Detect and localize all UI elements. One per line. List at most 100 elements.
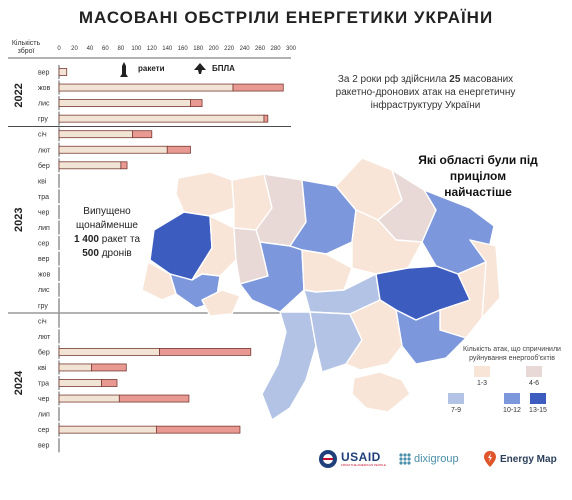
legend-label-13-15: 13-15 <box>529 407 547 414</box>
legend-missiles-label: ракети <box>138 64 165 73</box>
legend-label-4-6: 4-6 <box>528 380 540 387</box>
month-label: бер <box>38 162 50 170</box>
ukraine-map <box>141 157 500 421</box>
x-tick-label: 300 <box>286 46 297 52</box>
month-label: жов <box>38 85 51 92</box>
x-tick-label: 20 <box>71 46 78 52</box>
legend-swatch-13-15 <box>530 393 546 404</box>
x-tick-label: 80 <box>118 46 125 52</box>
legend-label-7-9: 7-9 <box>450 407 462 414</box>
month-label: лют <box>38 147 51 154</box>
bar-missiles <box>58 68 68 76</box>
launched-middle: ракет та <box>99 234 141 245</box>
x-tick-label: 200 <box>209 46 220 52</box>
x-tick-label: 240 <box>240 46 251 52</box>
usaid-logo: USAID FROM THE AMERICAN PEOPLE <box>318 448 386 470</box>
x-tick-label: 220 <box>224 46 235 52</box>
dixi-mark-icon <box>399 453 411 465</box>
x-tick-label: 0 <box>57 46 61 52</box>
region-chernivtsi <box>201 289 241 317</box>
bar-drones <box>190 99 203 107</box>
month-label: вер <box>38 443 50 450</box>
x-tick-label: 280 <box>271 46 282 52</box>
region-crimea <box>351 371 411 413</box>
launched-text: Випущено щонайменше 1 400 ракет та 500 д… <box>56 205 158 261</box>
month-label: гру <box>38 303 48 310</box>
month-label: січ <box>38 131 47 139</box>
map-legend-title: Кількість атак, що спричинили руйнування… <box>463 346 561 362</box>
x-tick-label: 120 <box>147 46 158 52</box>
bar-drones <box>101 379 118 387</box>
axis-title: Кількість зброї <box>11 40 41 55</box>
bar-drones <box>120 161 128 170</box>
summary-suffix: масованих ракетно-дронових атак на енерг… <box>335 74 516 111</box>
month-label: тра <box>38 194 49 201</box>
bar-drones <box>232 83 284 92</box>
month-label: чер <box>38 209 50 216</box>
legend-swatch-4-6 <box>526 366 542 377</box>
usaid-text: USAID <box>341 449 381 464</box>
summary-count: 25 <box>449 74 461 85</box>
month-label: тра <box>38 381 49 388</box>
energy-map-text: Energy Map <box>500 453 557 465</box>
month-label: вер <box>38 256 50 263</box>
month-label: чер <box>38 396 50 403</box>
missile-icon <box>120 62 128 77</box>
bar-missiles <box>58 363 92 372</box>
bar-missiles <box>58 99 191 107</box>
month-label: лис <box>38 287 50 294</box>
map-question: Які області були під прицілом найчастіше <box>418 153 538 199</box>
usaid-seal-icon <box>319 450 337 468</box>
drone-icon <box>194 63 206 74</box>
bar-missiles <box>58 394 120 403</box>
month-label: гру <box>38 116 48 123</box>
dixi-text: dixigroup <box>414 453 459 465</box>
legend-swatch-1-3 <box>474 366 490 377</box>
legend-swatch-10-12 <box>504 393 520 404</box>
bar-missiles <box>58 130 133 139</box>
month-label: вер <box>38 70 50 77</box>
x-tick-label: 100 <box>131 46 142 52</box>
launched-suffix: дронів <box>98 248 132 259</box>
energy-map-logo: Energy Map <box>483 448 557 470</box>
month-label: лис <box>38 101 50 108</box>
x-tick-label: 260 <box>255 46 266 52</box>
launched-missiles: 1 400 <box>73 234 99 245</box>
month-label: сер <box>38 241 49 248</box>
year-label: 2023 <box>13 207 25 231</box>
x-tick-label: 140 <box>162 46 173 52</box>
region-kharkiv <box>421 189 495 275</box>
region-volyn <box>175 171 235 217</box>
year-label: 2022 <box>13 83 25 107</box>
month-label: лип <box>38 412 50 419</box>
x-tick-label: 40 <box>87 46 94 52</box>
month-label: кві <box>38 177 47 185</box>
region-zakarpattia <box>141 261 177 301</box>
x-tick-label: 180 <box>193 46 204 52</box>
bar-drones <box>91 363 127 372</box>
x-tick-label: 160 <box>178 46 189 52</box>
year-label: 2024 <box>13 370 25 395</box>
bar-missiles <box>58 379 102 387</box>
legend-label-10-12: 10-12 <box>503 407 521 414</box>
region-zaporizhzhia <box>395 309 467 365</box>
bar-drones <box>159 347 252 356</box>
bar-missiles <box>58 161 122 170</box>
bar-drones <box>118 394 190 403</box>
legend-drones-label: БПЛА <box>212 64 235 73</box>
region-cherkasy <box>301 249 353 293</box>
bar-drones <box>166 145 191 154</box>
month-label: бер <box>38 348 50 356</box>
month-label: сер <box>38 427 49 434</box>
legend-swatch-7-9 <box>448 393 464 404</box>
region-kherson <box>345 299 403 371</box>
bar-missiles <box>58 83 234 92</box>
dixi-logo: dixigroup <box>398 448 459 470</box>
legend-label-1-3: 1-3 <box>476 380 488 387</box>
month-label: січ <box>38 317 47 325</box>
bar-drones <box>132 130 153 139</box>
launched-drones: 500 <box>82 248 99 259</box>
launched-line1: Випущено щонайменше <box>76 206 138 231</box>
page-title: МАСОВАНІ ОБСТРІЛИ ЕНЕРГЕТИКИ УКРАЇНИ <box>78 8 494 27</box>
